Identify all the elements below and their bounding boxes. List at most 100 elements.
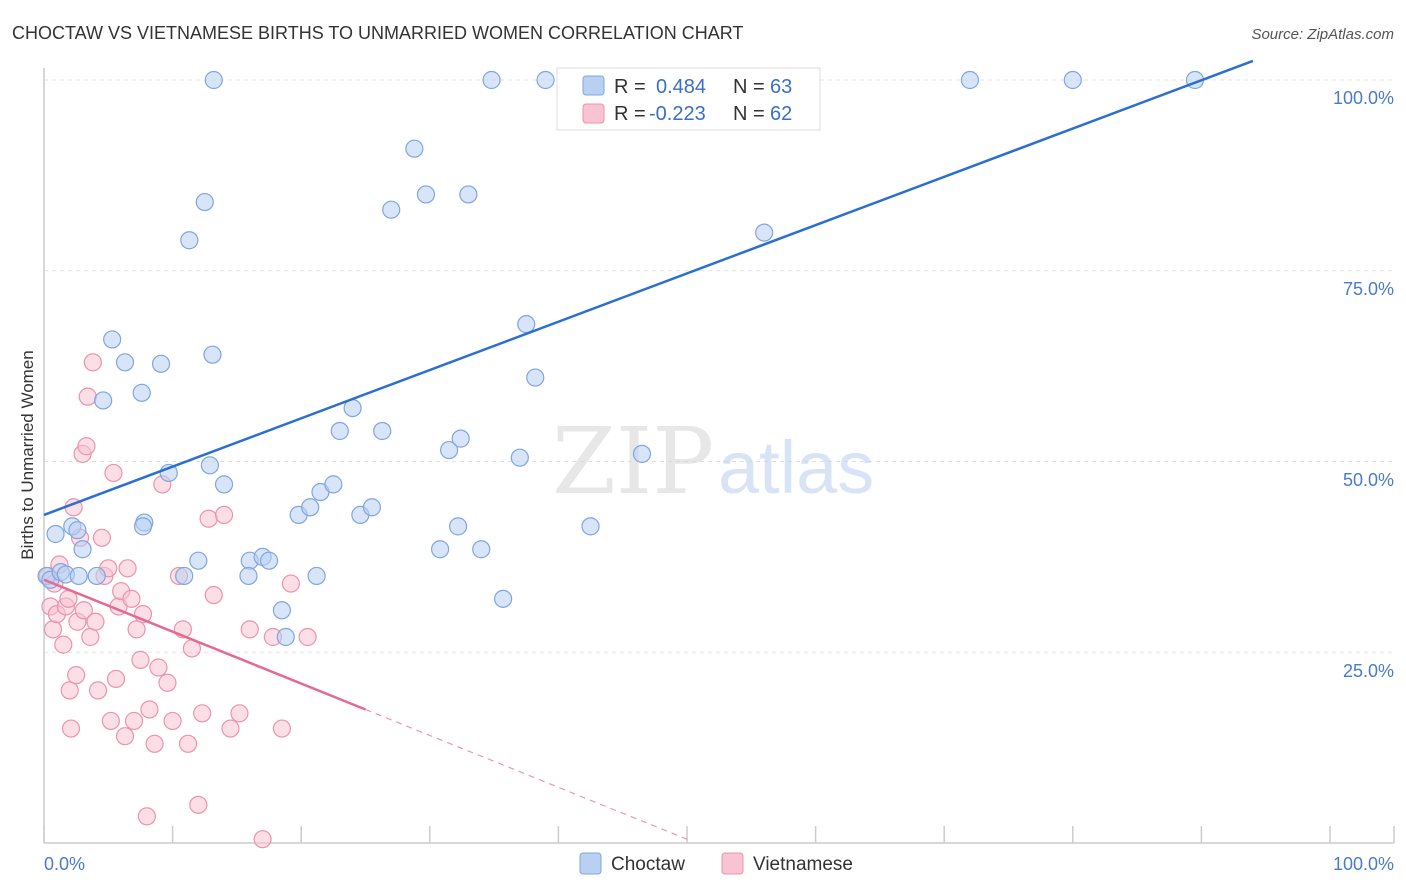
choctaw-point — [239, 566, 258, 586]
vietnamese-point — [67, 666, 86, 685]
watermark: ZIP atlas — [552, 408, 874, 515]
choctaw-point — [175, 566, 194, 586]
chart-title: CHOCTAW VS VIETNAMESE BIRTHS TO UNMARRIE… — [12, 23, 743, 43]
vietnamese-point — [204, 585, 223, 605]
vietnamese-point — [101, 711, 120, 731]
choctaw-point — [382, 200, 401, 219]
vietnamese-point — [106, 669, 126, 689]
legend-r-label-vietnamese: R = — [614, 103, 646, 125]
choctaw-point — [472, 540, 491, 559]
choctaw-point — [132, 383, 151, 402]
x-tick-label-0: 0.0% — [44, 854, 85, 874]
choctaw-point — [259, 551, 279, 570]
trend-line-vietnamese — [43, 578, 366, 711]
watermark-atlas: atlas — [718, 426, 874, 509]
vietnamese-point — [137, 807, 156, 826]
choctaw-point — [307, 566, 326, 586]
choctaw-point — [581, 517, 600, 536]
vietnamese-point — [92, 528, 111, 547]
vietnamese-point — [145, 734, 164, 753]
choctaw-point — [536, 70, 555, 90]
choctaw-point — [324, 475, 343, 494]
vietnamese-point — [221, 719, 240, 738]
legend-n-label-choctaw: N = — [733, 76, 765, 98]
vietnamese-point — [88, 681, 108, 700]
y-axis-label: Births to Unmarried Women — [18, 350, 37, 559]
vietnamese-point — [199, 509, 218, 528]
legend-n-label-vietnamese: N = — [733, 103, 765, 125]
vietnamese-point — [298, 627, 317, 647]
legend-swatch-vietnamese — [582, 103, 605, 124]
choctaw-point — [448, 517, 468, 536]
choctaw-point — [94, 391, 113, 410]
choctaw-point — [73, 540, 92, 559]
vietnamese-point — [122, 589, 141, 608]
choctaw-point — [373, 421, 392, 441]
vietnamese-point — [54, 635, 73, 654]
vietnamese-point — [83, 353, 102, 372]
vietnamese-point — [43, 620, 63, 639]
choctaw-point — [482, 70, 501, 90]
choctaw-point — [330, 421, 349, 441]
bottom-legend-swatch-choctaw — [579, 852, 602, 875]
vietnamese-point — [131, 650, 150, 669]
choctaw-point — [459, 185, 478, 204]
choctaw-point — [204, 70, 223, 90]
vietnamese-point — [127, 620, 146, 639]
trend-line-choctaw — [43, 59, 1254, 517]
choctaw-point — [755, 223, 774, 242]
vietnamese-point — [74, 601, 93, 620]
choctaw-point — [214, 475, 234, 494]
vietnamese-point — [230, 704, 249, 723]
vietnamese-point — [60, 681, 79, 700]
choctaw-point — [46, 524, 65, 544]
watermark-zip: ZIP — [552, 408, 714, 515]
vietnamese-point — [163, 711, 182, 731]
choctaw-point — [510, 448, 529, 467]
choctaw-point — [68, 521, 87, 540]
bottom-legend-swatch-vietnamese — [721, 852, 744, 875]
vietnamese-point — [158, 673, 177, 692]
bottom-legend-label-choctaw: Choctaw — [611, 854, 685, 875]
legend-top: R = 0.484 N = 63 R = -0.223 N = 62 — [556, 67, 821, 131]
choctaw-point — [451, 429, 470, 448]
vietnamese-point — [115, 727, 135, 746]
vietnamese-point — [118, 559, 137, 578]
vietnamese-point — [214, 505, 234, 525]
vietnamese-point — [253, 830, 272, 849]
choctaw-point — [439, 440, 459, 460]
choctaw-point — [632, 444, 652, 463]
choctaw-point — [1063, 70, 1082, 90]
x-tick-label-100: 100.0% — [1333, 854, 1394, 874]
y-tick-label-25: 25.0% — [1343, 661, 1394, 681]
choctaw-point — [526, 368, 545, 387]
series-choctaw-points — [37, 70, 1205, 647]
vietnamese-point — [281, 574, 301, 593]
vietnamese-point — [61, 719, 81, 738]
legend-bottom: Choctaw Vietnamese — [579, 852, 853, 875]
vietnamese-point — [78, 387, 97, 406]
legend-r-value-vietnamese: -0.223 — [649, 103, 706, 125]
choctaw-point — [272, 601, 292, 620]
choctaw-point — [189, 551, 208, 570]
choctaw-point — [960, 70, 980, 90]
legend-r-value-choctaw: 0.484 — [656, 76, 706, 98]
legend-swatch-choctaw — [582, 75, 605, 96]
choctaw-point — [276, 627, 295, 647]
choctaw-point — [430, 540, 450, 559]
x-tick-marks — [43, 826, 1395, 843]
choctaw-point — [151, 354, 171, 373]
vietnamese-point — [140, 700, 159, 719]
y-tick-label-75: 75.0% — [1343, 279, 1394, 299]
choctaw-point — [133, 517, 153, 536]
vietnamese-point — [189, 795, 208, 814]
vietnamese-point — [77, 437, 96, 456]
choctaw-point — [517, 315, 536, 334]
chart-source: Source: ZipAtlas.com — [1251, 26, 1394, 43]
choctaw-point — [416, 185, 436, 204]
choctaw-point — [87, 566, 106, 586]
legend-r-label-choctaw: R = — [614, 76, 646, 98]
choctaw-point — [301, 498, 320, 517]
vietnamese-point — [86, 612, 105, 631]
